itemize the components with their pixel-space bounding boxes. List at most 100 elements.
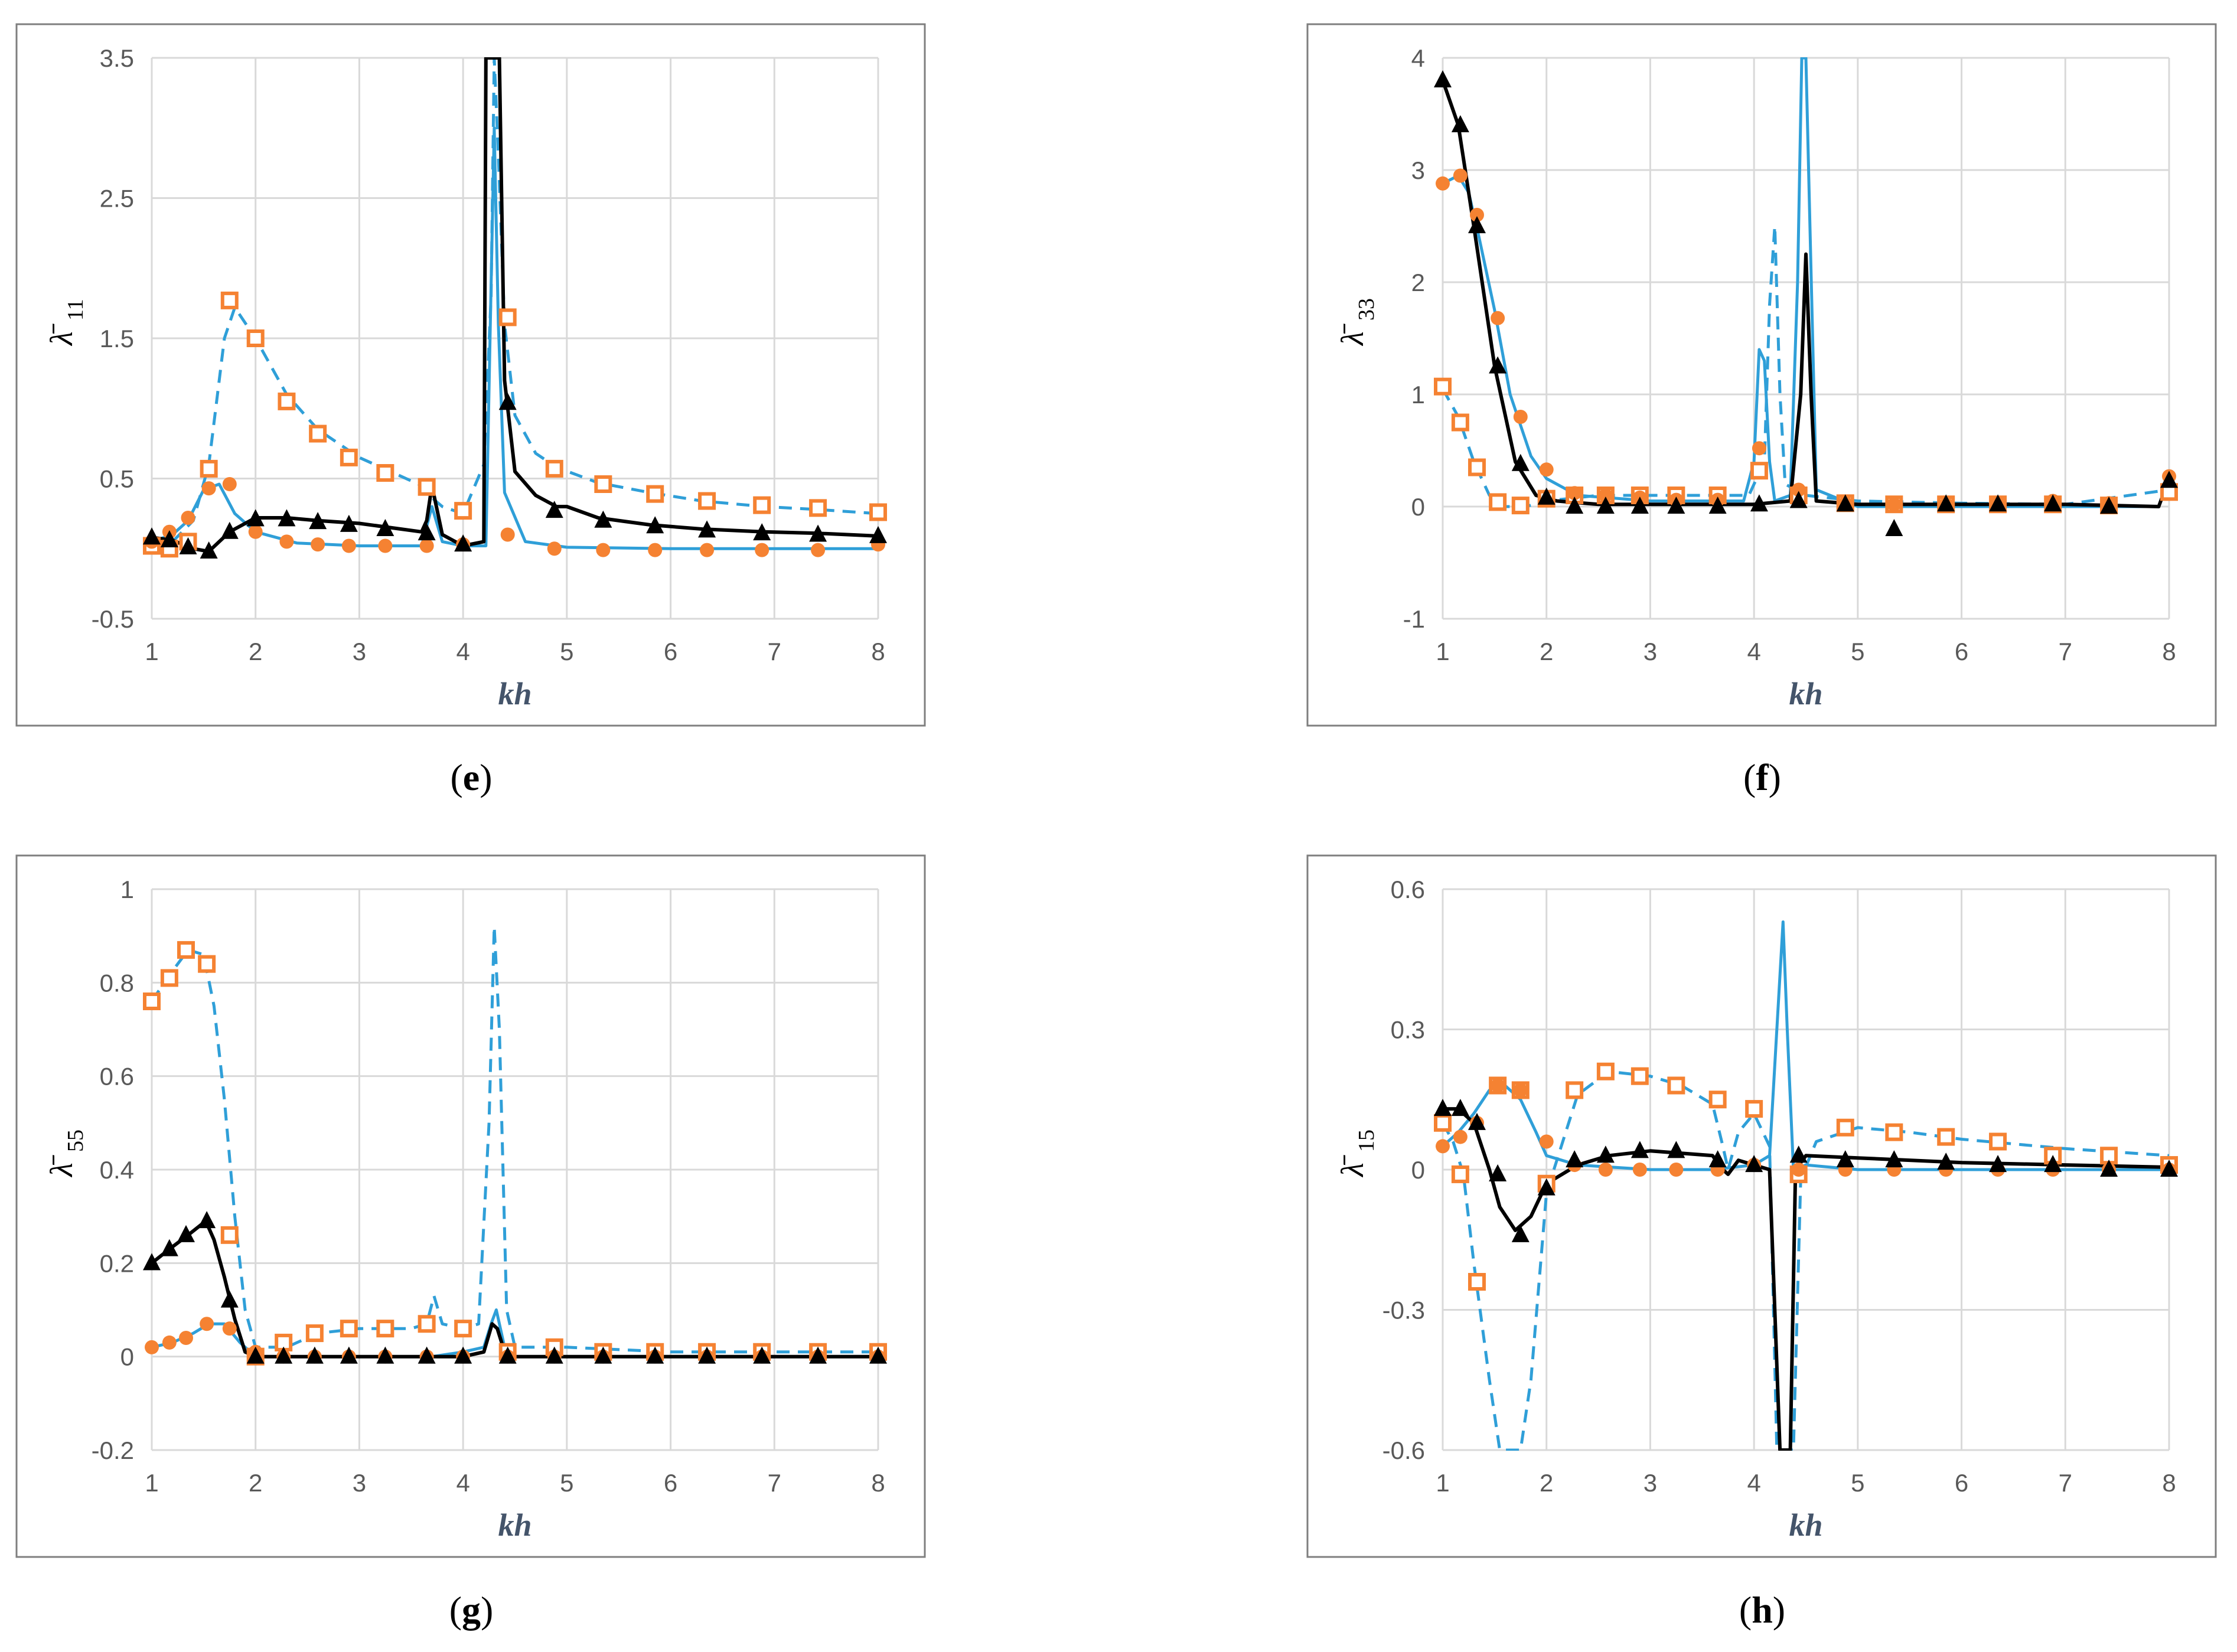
y-tick-label: 0.2 xyxy=(100,1249,134,1277)
y-tick-label: 0 xyxy=(120,1343,134,1371)
marker-black-triangle xyxy=(2160,1160,2178,1177)
x-tick-label: 3 xyxy=(1643,638,1657,665)
chart-panel-e: 1 2 3 4 5 6 7 8 -0.5 0.5 1.5 2.5 3.5 kh λ̄ 11 xyxy=(15,23,926,727)
marker-orange-circle xyxy=(1669,1163,1684,1177)
x-tick-label: 6 xyxy=(1955,1469,1968,1497)
marker-orange-circle xyxy=(222,1321,237,1336)
y-tick-label: 1.5 xyxy=(100,325,134,352)
x-tick-label: 6 xyxy=(1955,638,1968,665)
y-tick-label: 0.5 xyxy=(100,465,134,493)
marker-black-triangle xyxy=(545,1346,563,1364)
marker-black-triangle xyxy=(1434,70,1452,87)
y-tick-label: 3.5 xyxy=(100,44,134,72)
marker-orange-square xyxy=(1667,1076,1685,1095)
marker-black-triangle xyxy=(1596,497,1615,514)
marker-orange-square xyxy=(340,448,358,466)
x-tick-label: 8 xyxy=(871,638,885,665)
marker-black-triangle xyxy=(1885,519,1903,536)
marker-orange-square xyxy=(1989,1132,2007,1151)
caption-g: (g) xyxy=(449,1589,494,1631)
marker-orange-circle xyxy=(419,538,434,553)
x-tick-label: 4 xyxy=(456,638,469,665)
marker-orange-square xyxy=(594,475,612,493)
series-line-blue-dashed xyxy=(152,925,878,1354)
marker-black-triangle xyxy=(305,1346,324,1364)
marker-orange-circle xyxy=(1491,311,1505,325)
x-tick-label: 2 xyxy=(249,1469,262,1497)
marker-black-triangle xyxy=(1451,1099,1469,1116)
chart-panel-h: 1 2 3 4 5 6 7 8 -0.6 -0.3 0 0.3 0.6 kh λ̄ 15 xyxy=(1306,854,2217,1558)
marker-orange-circle xyxy=(755,543,769,557)
marker-black-triangle xyxy=(1631,1141,1649,1158)
marker-orange-circle xyxy=(279,534,294,549)
x-tick-label: 4 xyxy=(456,1469,469,1497)
marker-orange-square xyxy=(1489,493,1507,511)
x-axis-label: kh xyxy=(498,1507,531,1543)
marker-orange-square xyxy=(454,502,472,520)
marker-black-triangle xyxy=(1750,494,1768,512)
marker-orange-circle xyxy=(648,543,663,557)
marker-orange-circle xyxy=(500,527,515,542)
marker-orange-circle xyxy=(145,1340,159,1354)
marker-orange-square xyxy=(454,1320,472,1338)
x-tick-label: 8 xyxy=(2162,638,2176,665)
x-tick-label: 5 xyxy=(1851,638,1864,665)
marker-black-triangle xyxy=(809,524,827,542)
marker-orange-square xyxy=(698,492,716,510)
marker-black-triangle xyxy=(246,1346,265,1364)
marker-orange-square xyxy=(278,392,296,410)
marker-orange-square xyxy=(809,499,827,517)
marker-black-triangle xyxy=(179,537,197,554)
marker-orange-circle xyxy=(1598,1163,1613,1177)
y-tick-label: 3 xyxy=(1411,156,1425,184)
marker-black-triangle xyxy=(160,1239,178,1256)
marker-orange-square xyxy=(246,329,265,347)
y-tick-label: -0.3 xyxy=(1382,1297,1425,1324)
marker-black-triangle xyxy=(1836,494,1854,512)
marker-orange-circle xyxy=(178,1331,193,1345)
marker-orange-square xyxy=(200,459,218,478)
y-tick-label: 1 xyxy=(1411,381,1425,409)
marker-orange-square xyxy=(177,941,195,959)
chart-panel-g: 1 2 3 4 5 6 7 8 -0.2 0 0.2 0.4 0.6 0.8 1 kh λ̄ 55 xyxy=(15,854,926,1558)
marker-black-triangle xyxy=(143,527,161,545)
marker-black-triangle xyxy=(1566,1150,1584,1168)
marker-orange-square xyxy=(1631,1067,1649,1085)
marker-black-triangle xyxy=(1937,1153,1955,1170)
y-tick-label: 2.5 xyxy=(100,185,134,213)
marker-black-triangle xyxy=(198,1211,216,1229)
chart-frame xyxy=(1306,854,2217,1558)
marker-black-triangle xyxy=(1708,497,1727,514)
marker-orange-square xyxy=(418,478,436,496)
marker-orange-circle xyxy=(811,543,826,557)
marker-orange-circle xyxy=(1791,482,1806,497)
marker-orange-square xyxy=(753,496,771,514)
y-tick-label: 1 xyxy=(120,876,134,903)
marker-black-triangle xyxy=(2100,1160,2118,1177)
y-tick-label: -0.2 xyxy=(92,1436,134,1464)
marker-black-triangle xyxy=(698,1346,716,1364)
marker-black-triangle xyxy=(1596,1145,1615,1163)
y-tick-label: 0.6 xyxy=(100,1063,134,1091)
x-tick-label: 4 xyxy=(1747,1469,1760,1497)
x-tick-label: 2 xyxy=(249,638,262,665)
marker-black-triangle xyxy=(869,1346,887,1364)
marker-orange-circle xyxy=(1791,1163,1806,1177)
marker-black-triangle xyxy=(2160,471,2178,488)
marker-orange-square xyxy=(1468,458,1486,476)
marker-orange-square xyxy=(305,1324,324,1343)
marker-orange-square xyxy=(1451,1165,1469,1183)
x-tick-label: 8 xyxy=(2162,1469,2176,1497)
caption-h: (h) xyxy=(1739,1589,1786,1631)
marker-black-triangle xyxy=(200,541,218,559)
marker-orange-circle xyxy=(1491,1078,1505,1093)
x-tick-label: 1 xyxy=(1436,1469,1449,1497)
x-tick-label: 7 xyxy=(768,1469,781,1497)
x-tick-label: 3 xyxy=(1643,1469,1657,1497)
marker-orange-square xyxy=(309,425,327,443)
caption-e: (e) xyxy=(450,756,493,798)
marker-black-triangle xyxy=(1708,1150,1727,1168)
marker-orange-circle xyxy=(378,538,393,553)
